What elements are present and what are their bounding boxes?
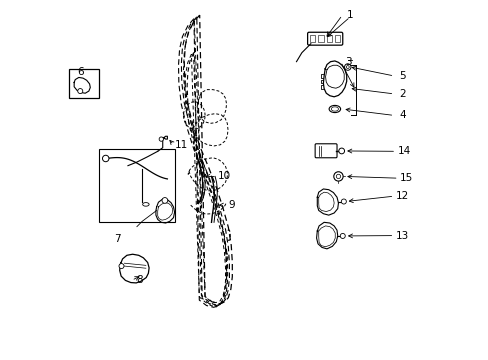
Text: 11: 11 (175, 140, 188, 150)
Text: 7: 7 (114, 234, 120, 244)
Text: 3: 3 (345, 57, 351, 67)
Text: 6: 6 (77, 67, 84, 77)
Circle shape (336, 174, 340, 179)
Text: 9: 9 (228, 200, 235, 210)
Text: 15: 15 (399, 173, 412, 183)
Text: 8: 8 (136, 275, 142, 285)
FancyBboxPatch shape (307, 32, 342, 45)
Ellipse shape (330, 107, 338, 111)
Ellipse shape (142, 203, 149, 206)
Text: 13: 13 (395, 231, 408, 240)
Text: 2: 2 (398, 89, 405, 99)
Circle shape (102, 155, 109, 162)
FancyBboxPatch shape (309, 35, 314, 42)
FancyBboxPatch shape (314, 144, 336, 158)
Circle shape (341, 199, 346, 204)
Text: 4: 4 (398, 111, 405, 121)
FancyBboxPatch shape (318, 35, 323, 42)
Text: 5: 5 (398, 71, 405, 81)
Text: 12: 12 (395, 191, 408, 201)
Circle shape (333, 172, 343, 181)
Ellipse shape (328, 105, 340, 113)
Circle shape (346, 66, 348, 68)
Circle shape (119, 264, 124, 269)
FancyBboxPatch shape (334, 35, 340, 42)
Circle shape (344, 64, 350, 70)
FancyBboxPatch shape (69, 69, 99, 98)
Circle shape (338, 148, 344, 154)
Circle shape (162, 198, 167, 203)
FancyBboxPatch shape (99, 149, 175, 222)
FancyBboxPatch shape (326, 35, 331, 42)
Circle shape (159, 137, 163, 141)
Text: 10: 10 (218, 171, 231, 181)
Circle shape (78, 89, 82, 94)
Text: 1: 1 (346, 10, 353, 20)
Text: 14: 14 (397, 146, 410, 156)
Circle shape (340, 233, 345, 238)
